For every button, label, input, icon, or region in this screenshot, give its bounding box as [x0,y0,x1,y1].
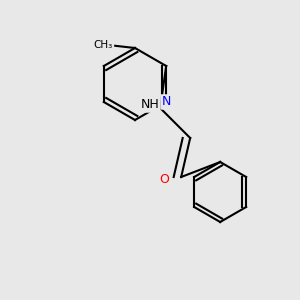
Text: CH₃: CH₃ [94,40,113,50]
Text: NH: NH [140,98,159,112]
Text: O: O [160,173,170,187]
Text: N: N [161,95,171,109]
